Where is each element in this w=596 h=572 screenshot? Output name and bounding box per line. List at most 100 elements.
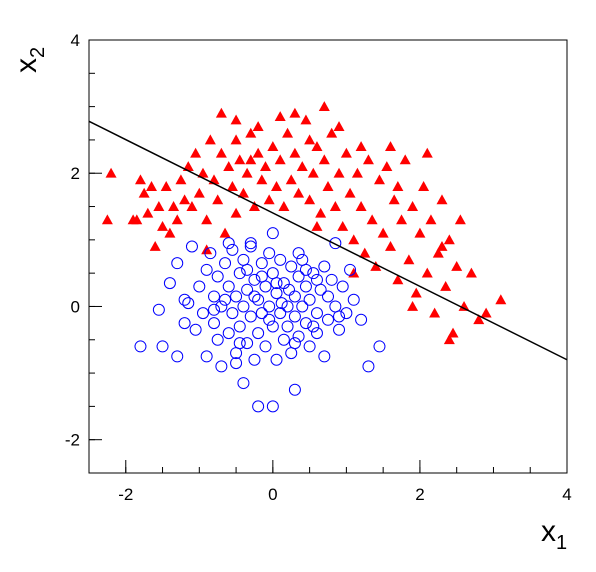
triangle-point	[340, 147, 352, 158]
circle-point	[283, 283, 296, 296]
circle-point	[204, 247, 217, 260]
y-axis-title-main: x	[10, 58, 43, 73]
triangle-point	[263, 194, 275, 205]
y-axis-title: x2	[10, 47, 49, 73]
circle-point	[355, 313, 368, 326]
circle-point	[208, 290, 221, 303]
triangle-point	[289, 107, 301, 118]
circle-point	[222, 237, 235, 250]
triangle-point	[443, 234, 455, 245]
triangle-point	[351, 167, 363, 178]
circle-point	[255, 270, 268, 283]
circle-point	[208, 303, 221, 316]
triangle-point	[259, 161, 271, 171]
triangle-point	[392, 274, 404, 285]
tick-labels: -2 0 2 4 -2 0 2 4	[65, 31, 572, 504]
triangle-point	[370, 260, 382, 271]
triangle-point	[355, 201, 367, 211]
triangle-point	[385, 141, 397, 151]
x-tick-label: 4	[562, 485, 571, 504]
triangle-point	[226, 181, 238, 191]
triangle-point	[451, 260, 463, 271]
circle-point	[241, 337, 254, 350]
triangle-point	[289, 147, 301, 158]
triangle-point	[204, 134, 216, 145]
circle-point	[252, 293, 265, 306]
circle-point	[266, 320, 279, 333]
triangle-point	[134, 174, 146, 185]
circle-point	[263, 247, 276, 260]
circle-point	[266, 267, 279, 280]
y-tick-label: -2	[65, 431, 80, 450]
triangle-point	[160, 181, 172, 191]
triangle-point	[407, 201, 419, 211]
triangle-point	[326, 127, 338, 138]
triangle-point	[153, 201, 165, 211]
triangle-point	[182, 161, 194, 171]
circle-point	[237, 253, 250, 266]
circle-point	[299, 317, 312, 330]
triangle-point	[318, 154, 330, 165]
triangle-point	[267, 141, 279, 151]
y-axis-title-sub: 2	[27, 47, 49, 58]
circle-point	[307, 267, 320, 280]
circle-point	[322, 290, 334, 303]
circle-point	[244, 310, 257, 323]
circle-point	[244, 237, 257, 250]
x-axis-title-main: x	[541, 515, 556, 548]
circle-point	[274, 307, 287, 320]
circle-point	[270, 353, 283, 366]
axis-ticks	[88, 39, 568, 474]
circle-point	[211, 333, 224, 346]
circle-point	[307, 320, 320, 333]
circle-point	[255, 307, 268, 320]
triangle-point	[248, 201, 260, 211]
circle-point	[296, 253, 309, 266]
circle-point	[299, 280, 312, 293]
triangle-point	[414, 227, 426, 238]
circle-point	[241, 263, 254, 276]
circle-point	[314, 283, 327, 296]
circle-point	[270, 287, 283, 300]
circle-point	[325, 273, 338, 286]
triangle-point	[403, 254, 415, 265]
triangle-point	[186, 201, 198, 211]
circle-point	[178, 293, 191, 306]
circle-point	[310, 307, 323, 320]
circle-point	[237, 300, 250, 313]
circle-point	[189, 323, 202, 336]
circle-point	[219, 257, 232, 270]
circle-point	[230, 347, 243, 360]
circle-point	[233, 267, 246, 280]
x-axis-title: x1	[541, 515, 567, 554]
triangle-point	[333, 121, 345, 131]
triangle-point	[443, 334, 455, 345]
circle-point	[263, 313, 276, 326]
circle-point	[252, 400, 265, 413]
x-tick-label: 0	[268, 485, 277, 504]
circle-point	[292, 330, 305, 343]
circle-point	[134, 340, 147, 353]
triangle-point	[458, 300, 470, 311]
circle-point	[233, 320, 246, 333]
circle-point	[333, 323, 346, 336]
circle-point	[248, 290, 261, 303]
circle-point	[244, 240, 257, 253]
triangle-point	[495, 294, 507, 305]
triangle-point	[377, 227, 389, 238]
circle-point	[266, 400, 279, 413]
y-tick-label: 4	[71, 31, 80, 50]
circle-point	[222, 327, 235, 340]
circle-point	[211, 270, 224, 283]
circle-point	[292, 270, 305, 283]
circle-point	[299, 263, 312, 276]
circle-point	[200, 350, 213, 363]
circle-point	[362, 360, 375, 373]
triangle-point	[318, 101, 330, 112]
triangle-point	[410, 287, 422, 298]
circle-point	[200, 263, 213, 276]
plot-frame	[88, 39, 568, 474]
triangle-point	[175, 174, 187, 185]
circle-point	[241, 283, 254, 296]
